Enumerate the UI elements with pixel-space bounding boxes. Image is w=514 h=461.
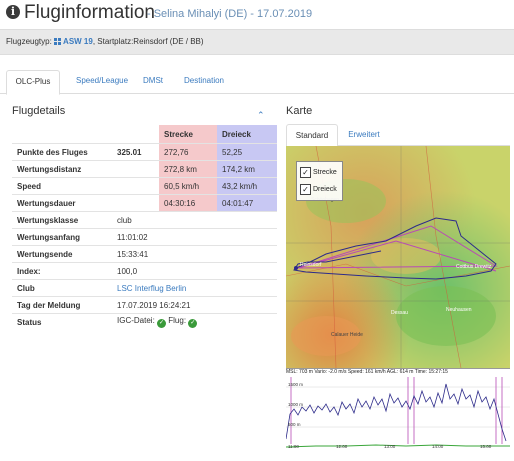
place-label: Calauer Heide	[331, 332, 363, 338]
igc-status-badge: ✓	[157, 319, 167, 328]
checkbox-icon: ✓	[300, 184, 311, 195]
tab-map-standard[interactable]: Standard	[286, 124, 338, 147]
page-title: Fluginformation	[24, 2, 155, 23]
aircraft-link[interactable]: ASW 19	[54, 37, 93, 46]
club-link[interactable]: LSC Interflug Berlin	[117, 283, 187, 293]
aircraft-label: Flugzeugtyp:	[6, 37, 52, 46]
chevron-up-icon[interactable]: ⌃	[257, 110, 265, 120]
table-row: Index: 100,0	[12, 262, 277, 280]
flight-status-badge: ✓	[188, 319, 198, 328]
legend-dreieck[interactable]: ✓ Dreieck	[300, 184, 337, 198]
col-strecke: Strecke	[159, 125, 217, 144]
x-tick-label: 14:00	[432, 444, 444, 449]
table-row: Club LSC Interflug Berlin	[12, 279, 277, 297]
place-label: Reinsdorf	[300, 262, 322, 268]
y-tick-label: 1500 m	[288, 382, 303, 387]
legend-strecke[interactable]: ✓ Strecke	[300, 167, 337, 181]
page-subtitle: - Selina Mihalyi (DE) - 17.07.2019	[147, 8, 313, 20]
x-tick-label: 15:00	[480, 444, 492, 449]
place-label: Dessau	[391, 310, 408, 316]
map-legend: ✓ Strecke ✓ Dreieck	[296, 161, 343, 201]
table-row: Wertungsanfang 11:01:02	[12, 228, 277, 246]
flight-map[interactable]: Schönhagen Reinsdorf Cottbus Drewitz Neu…	[286, 146, 510, 368]
scoring-tabs: OLC-Plus Speed/League DMSt Destination	[0, 70, 514, 95]
checkbox-icon: ✓	[300, 167, 311, 178]
page-header: i Fluginformation - Selina Mihalyi (DE) …	[0, 0, 514, 29]
info-icon: i	[6, 5, 20, 19]
details-title: Flugdetails	[12, 105, 66, 117]
table-row: Speed 60,5 km/h 43,2 km/h	[12, 177, 277, 195]
x-tick-label: 13:00	[384, 444, 396, 449]
tab-olc-plus[interactable]: OLC-Plus	[6, 70, 60, 95]
table-row: Wertungsdauer 04:30:16 04:01:47	[12, 194, 277, 212]
tab-map-extended[interactable]: Erweitert	[348, 130, 380, 139]
y-tick-label: 500 m	[288, 422, 301, 427]
place-label: Neuhausen	[446, 307, 472, 313]
barogram[interactable]: MSL: 703 m Vario: -2.0 m/s Speed: 161 km…	[286, 368, 510, 449]
tab-dmst[interactable]: DMSt	[143, 76, 163, 85]
place-label: Cottbus Drewitz	[456, 264, 492, 270]
grid-icon	[54, 38, 62, 45]
barogram-chart: 1500 m 1000 m 500 m 11:00 12:00 13:00 14…	[286, 377, 510, 449]
y-tick-label: 1000 m	[288, 402, 303, 407]
barogram-readout: MSL: 703 m Vario: -2.0 m/s Speed: 161 km…	[286, 369, 448, 375]
table-row: Wertungsdistanz 272,8 km 174,2 km	[12, 160, 277, 178]
map-title: Karte	[286, 105, 313, 117]
flight-meta-bar: Flugzeugtyp: ASW 19, Startplatz:Reinsdor…	[0, 29, 514, 55]
col-dreieck: Dreieck	[217, 125, 277, 144]
table-row: Status IGC-Datei: ✓ Flug: ✓	[12, 313, 277, 330]
tab-speed-league[interactable]: Speed/League	[76, 76, 129, 85]
tab-destination[interactable]: Destination	[183, 76, 225, 85]
table-row: Wertungsende 15:33:41	[12, 245, 277, 263]
flight-details-table: Strecke Dreieck Punkte des Fluges 325.01 …	[12, 125, 277, 330]
table-row: Punkte des Fluges 325.01 272,76 52,25	[12, 143, 277, 161]
table-row: Wertungsklasse club	[12, 211, 277, 229]
table-row: Tag der Meldung 17.07.2019 16:24:21	[12, 296, 277, 314]
startplace-text: , Startplatz:Reinsdorf (DE / BB)	[92, 37, 204, 46]
x-tick-label: 11:00	[288, 444, 299, 449]
x-tick-label: 12:00	[336, 444, 348, 449]
